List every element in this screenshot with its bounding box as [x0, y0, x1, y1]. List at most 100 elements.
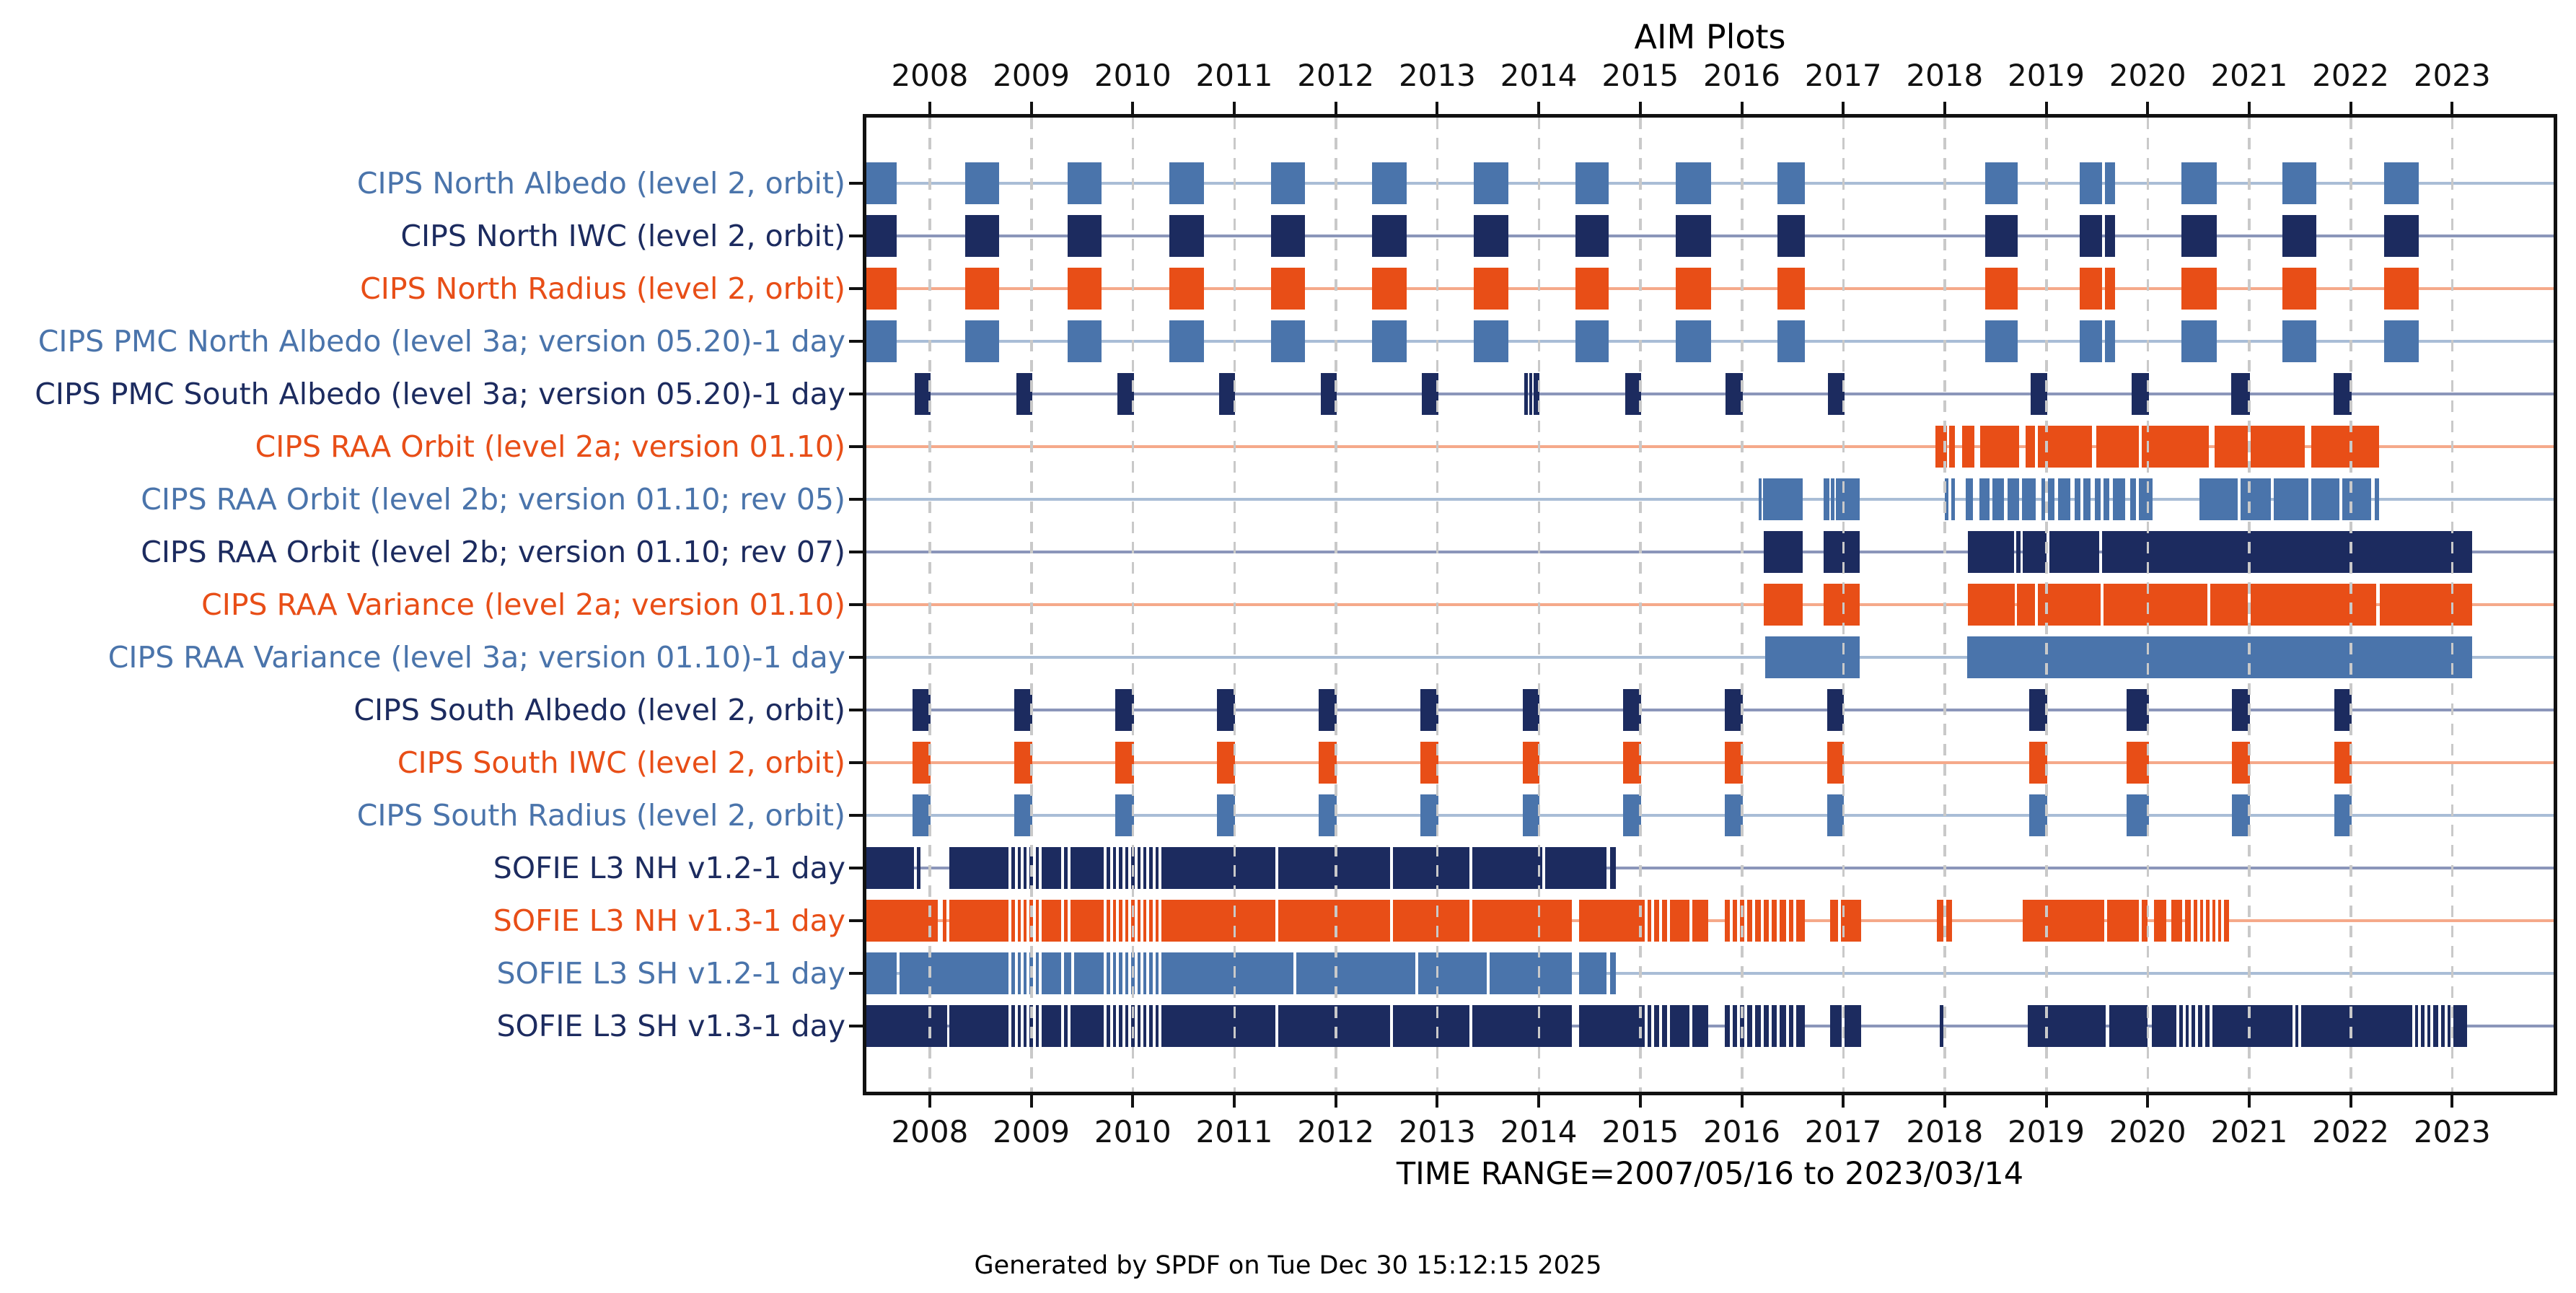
availability-gap	[1645, 1005, 1648, 1047]
year-gridline	[1436, 118, 1439, 1092]
availability-bar	[965, 320, 999, 362]
row-baseline	[866, 761, 2554, 764]
year-gridline	[2045, 118, 2048, 1092]
availability-bar	[1420, 742, 1438, 784]
row-baseline	[866, 814, 2554, 817]
availability-bar	[1676, 320, 1712, 362]
top-year-label: 2016	[1703, 58, 1780, 93]
left-axis-tick	[849, 287, 866, 290]
availability-gap	[1122, 1005, 1125, 1047]
availability-bar	[1579, 900, 1709, 942]
availability-bar	[965, 215, 999, 257]
top-axis-tick	[1436, 102, 1439, 118]
availability-bar	[1622, 742, 1642, 784]
bottom-axis-tick	[1233, 1092, 1236, 1108]
availability-bar	[2333, 373, 2352, 415]
availability-bar	[1824, 478, 1830, 520]
availability-bar	[866, 900, 938, 942]
availability-bar	[1831, 478, 1835, 520]
left-axis-tick	[849, 814, 866, 817]
availability-bar	[1949, 426, 1955, 468]
availability-bar	[1169, 320, 1204, 362]
availability-bar	[866, 847, 915, 889]
availability-bar	[1829, 1005, 1862, 1047]
bottom-year-label: 2019	[2008, 1114, 2085, 1149]
availability-gap	[1104, 900, 1107, 942]
availability-gap	[2215, 900, 2218, 942]
availability-bar	[1420, 689, 1438, 731]
availability-gap	[1032, 847, 1036, 889]
bottom-year-label: 2021	[2210, 1114, 2288, 1149]
bottom-axis-tick	[1943, 1092, 1946, 1108]
availability-bar	[899, 952, 1573, 994]
availability-gap	[1109, 1005, 1113, 1047]
availability-bar	[866, 268, 897, 310]
availability-bar	[1320, 373, 1337, 415]
availability-gap	[1650, 1005, 1654, 1047]
row-baseline	[866, 1025, 2554, 1027]
availability-gap	[1008, 952, 1012, 994]
availability-gap	[1140, 900, 1143, 942]
availability-bar	[1270, 320, 1306, 362]
availability-bar	[2021, 478, 2036, 520]
availability-bar	[1217, 689, 1236, 731]
row-label: CIPS RAA Variance (level 3a; version 01.…	[107, 640, 845, 675]
bottom-axis-tick	[1436, 1092, 1439, 1108]
left-axis-tick	[849, 656, 866, 659]
availability-bar	[1318, 742, 1337, 784]
availability-gap	[2209, 1005, 2212, 1047]
availability-bar	[866, 320, 897, 362]
availability-gap	[1104, 952, 1107, 994]
availability-gap	[1275, 847, 1279, 889]
availability-bar	[866, 162, 897, 204]
row-label: SOFIE L3 SH v1.3-1 day	[496, 1009, 845, 1043]
availability-gap	[1027, 847, 1030, 889]
top-axis-tick	[1029, 102, 1033, 118]
availability-bar	[1115, 794, 1134, 836]
availability-bar	[1575, 162, 1609, 204]
availability-gap	[1021, 847, 1024, 889]
bottom-axis-tick	[2146, 1092, 2150, 1108]
availability-bar	[1609, 847, 1616, 889]
availability-gap	[2034, 584, 2038, 626]
availability-bar	[1016, 373, 1032, 415]
availability-gap	[1152, 1005, 1156, 1047]
row-label: SOFIE L3 SH v1.2-1 day	[496, 956, 845, 991]
availability-gap	[2418, 1005, 2422, 1047]
availability-gap	[1730, 1005, 1733, 1047]
bottom-axis-tick	[2044, 1092, 2048, 1108]
availability-gap	[1152, 847, 1156, 889]
top-year-label: 2018	[1906, 58, 1984, 93]
availability-gap	[1689, 900, 1693, 942]
availability-bar	[1522, 794, 1540, 836]
bottom-axis-tick	[2247, 1092, 2251, 1108]
bottom-axis-tick	[928, 1092, 931, 1108]
availability-gap	[2080, 478, 2083, 520]
top-axis-tick	[1537, 102, 1541, 118]
bottom-year-label: 2018	[1906, 1114, 1984, 1149]
availability-gap	[2034, 426, 2038, 468]
availability-gap	[1071, 952, 1075, 994]
row-label: CIPS PMC South Albedo (level 3a; version…	[35, 377, 845, 411]
row-label: SOFIE L3 NH v1.3-1 day	[493, 903, 845, 938]
availability-bar	[1939, 1005, 1944, 1047]
availability-bar	[1726, 373, 1743, 415]
availability-gap	[1542, 847, 1546, 889]
availability-bar	[1318, 689, 1337, 731]
row-baseline	[866, 919, 2554, 922]
year-gridline	[1943, 118, 1946, 1092]
availability-bar	[1759, 478, 1762, 520]
availability-gap	[1146, 847, 1150, 889]
availability-gap	[2221, 900, 2225, 942]
availability-bar	[1117, 373, 1134, 415]
left-axis-tick	[849, 393, 866, 395]
availability-bar	[1068, 162, 1102, 204]
availability-gap	[2139, 900, 2142, 942]
bottom-year-label: 2017	[1804, 1114, 1882, 1149]
top-axis-tick	[1131, 102, 1135, 118]
availability-gap	[1390, 900, 1394, 942]
availability-bar	[1676, 215, 1712, 257]
availability-gap	[1658, 900, 1662, 942]
availability-bar	[2028, 794, 2047, 836]
left-axis-tick	[849, 972, 866, 975]
